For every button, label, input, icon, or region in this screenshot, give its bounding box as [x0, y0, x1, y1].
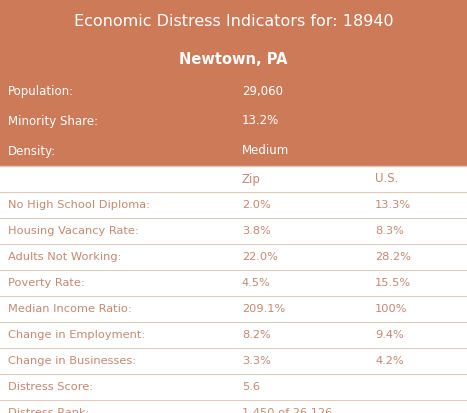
Text: Change in Businesses:: Change in Businesses: [8, 356, 136, 366]
Text: 8.2%: 8.2% [242, 330, 271, 340]
Text: Minority Share:: Minority Share: [8, 114, 98, 128]
Bar [0, 218, 467, 244]
Text: 5.6: 5.6 [242, 382, 260, 392]
Text: Change in Employment:: Change in Employment: [8, 330, 145, 340]
Text: 3.8%: 3.8% [242, 226, 271, 236]
Bar [0, 166, 467, 192]
Text: Newtown, PA: Newtown, PA [179, 52, 288, 66]
Text: 4.5%: 4.5% [242, 278, 271, 288]
Text: Density:: Density: [8, 145, 56, 157]
Bar [0, 374, 467, 400]
Text: Poverty Rate:: Poverty Rate: [8, 278, 85, 288]
Text: Distress Rank:: Distress Rank: [8, 408, 90, 413]
Bar [0, 400, 467, 413]
Bar [0, 322, 467, 348]
Text: 8.3%: 8.3% [375, 226, 404, 236]
Text: Medium: Medium [242, 145, 289, 157]
Bar [0, 76, 467, 106]
Bar [0, 244, 467, 270]
Text: 13.3%: 13.3% [375, 200, 411, 210]
Bar [0, 192, 467, 218]
Text: Zip: Zip [242, 173, 261, 185]
Bar [0, 136, 467, 166]
Text: 100%: 100% [375, 304, 408, 314]
Text: Housing Vacancy Rate:: Housing Vacancy Rate: [8, 226, 139, 236]
Text: 209.1%: 209.1% [242, 304, 285, 314]
Text: Median Income Ratio:: Median Income Ratio: [8, 304, 132, 314]
Bar [0, 106, 467, 136]
Text: U.S.: U.S. [375, 173, 398, 185]
Text: 22.0%: 22.0% [242, 252, 278, 262]
Text: 28.2%: 28.2% [375, 252, 411, 262]
Text: No High School Diploma:: No High School Diploma: [8, 200, 150, 210]
Text: 2.0%: 2.0% [242, 200, 271, 210]
Bar [0, 42, 467, 76]
Bar [0, 296, 467, 322]
Text: 13.2%: 13.2% [242, 114, 279, 128]
Bar [0, 270, 467, 296]
Text: 15.5%: 15.5% [375, 278, 411, 288]
Text: 29,060: 29,060 [242, 85, 283, 97]
Bar [0, 0, 467, 42]
Text: 3.3%: 3.3% [242, 356, 271, 366]
Text: 1,450 of 26,126: 1,450 of 26,126 [242, 408, 332, 413]
Text: Adults Not Working:: Adults Not Working: [8, 252, 121, 262]
Text: 9.4%: 9.4% [375, 330, 404, 340]
Text: Population:: Population: [8, 85, 74, 97]
Text: Economic Distress Indicators for: 18940: Economic Distress Indicators for: 18940 [74, 14, 393, 28]
Text: Distress Score:: Distress Score: [8, 382, 93, 392]
Text: 4.2%: 4.2% [375, 356, 403, 366]
Bar [0, 348, 467, 374]
